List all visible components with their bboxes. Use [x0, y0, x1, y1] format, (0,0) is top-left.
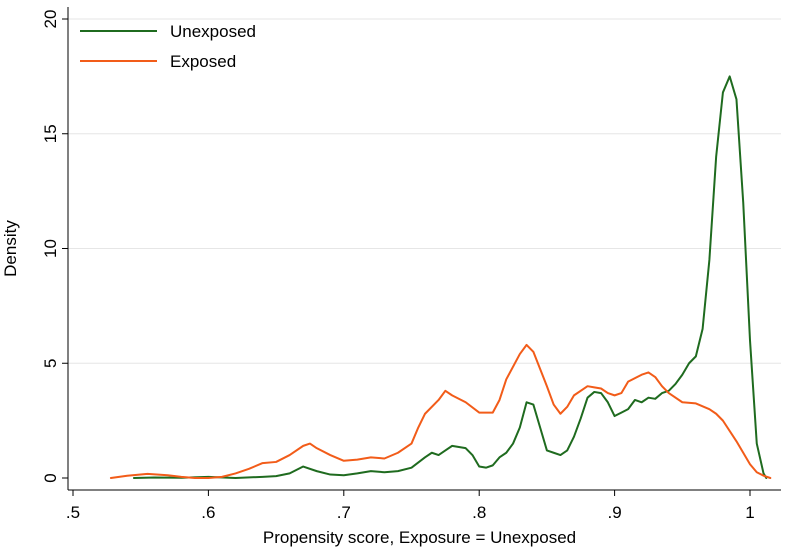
- series-line-exposed: [109, 343, 772, 479]
- y-tick-label-0: 0: [41, 473, 60, 482]
- x-tick-label-1: .6: [201, 503, 215, 522]
- y-tick-label-2: 10: [41, 239, 60, 258]
- series-lines: [109, 75, 772, 479]
- y-tick-label-4: 20: [41, 10, 60, 29]
- y-tick-label-1: 5: [41, 359, 60, 368]
- x-tick-label-4: .9: [608, 503, 622, 522]
- x-tick-label-5: 1: [745, 503, 754, 522]
- y-tick-label-3: 15: [41, 124, 60, 143]
- legend: Unexposed Exposed: [80, 22, 256, 71]
- x-tick-label-0: .5: [66, 503, 80, 522]
- gridlines: [68, 18, 781, 364]
- axes: [62, 7, 781, 496]
- x-tick-label-2: .7: [337, 503, 351, 522]
- x-axis-title: Propensity score, Exposure = Unexposed: [263, 528, 576, 547]
- legend-label-exposed: Exposed: [170, 52, 236, 71]
- legend-label-unexposed: Unexposed: [170, 22, 256, 41]
- x-tick-label-3: .8: [472, 503, 486, 522]
- y-axis-title: Density: [1, 220, 20, 277]
- tick-labels: 0 5 10 15 20 .5 .6 .7 .8 .9 1: [41, 10, 755, 522]
- series-line-unexposed: [132, 75, 768, 479]
